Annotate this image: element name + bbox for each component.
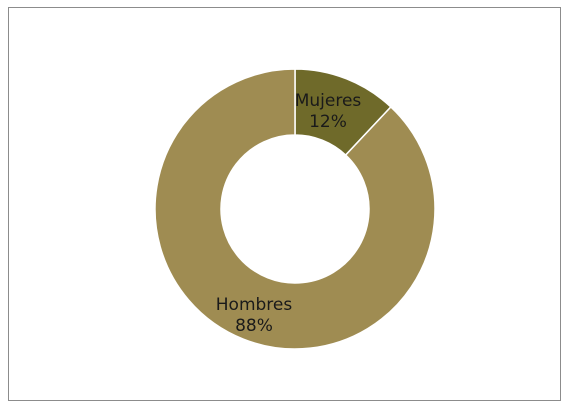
- labels-layer: Mujeres 12% Hombres 88%: [216, 91, 362, 336]
- slice-label-value: 88%: [235, 316, 273, 336]
- slice-hombres: [154, 68, 436, 350]
- slice-label-mujeres: Mujeres 12%: [295, 91, 362, 132]
- slice-label-value: 12%: [309, 112, 347, 132]
- slice-label-name: Mujeres: [295, 91, 362, 111]
- slice-label-hombres: Hombres 88%: [216, 295, 293, 336]
- slices-layer: [154, 68, 436, 350]
- slice-label-name: Hombres: [216, 295, 293, 315]
